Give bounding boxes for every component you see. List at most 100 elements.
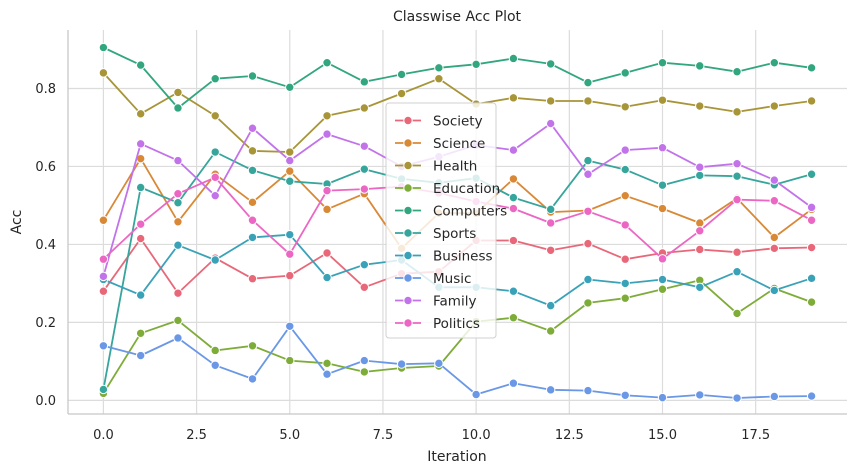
legend-marker (403, 160, 413, 171)
data-point-sports (657, 180, 668, 190)
data-point-music (732, 393, 742, 403)
legend-box (385, 102, 497, 339)
data-point-family (695, 162, 705, 172)
data-point-politics (657, 254, 668, 264)
data-point-music (359, 355, 370, 366)
data-point-family (135, 139, 146, 149)
data-point-computers (285, 82, 295, 93)
data-point-sports (583, 155, 593, 166)
data-point-education (620, 293, 630, 303)
data-point-education (173, 315, 183, 326)
data-point-politics (545, 218, 556, 228)
data-point-society (98, 286, 109, 296)
x-tick-label: 7.5 (373, 428, 394, 443)
legend-label: Computers (433, 204, 507, 220)
data-point-politics (769, 196, 780, 206)
series-music (98, 321, 817, 403)
data-point-politics (285, 249, 295, 259)
series-line-computers (103, 46, 812, 109)
y-tick-label: 0.6 (35, 160, 56, 175)
data-point-computers (359, 77, 370, 87)
data-point-business (322, 272, 332, 283)
data-point-science (657, 203, 668, 214)
x-tick-label: 12.5 (555, 428, 584, 443)
legend-entry-science: Science (395, 136, 485, 152)
y-axis-title: Acc (9, 210, 25, 235)
data-point-computers (620, 68, 630, 78)
x-tick-label: 10.0 (462, 428, 491, 443)
legend-entry-health: Health (395, 159, 477, 175)
data-point-education (210, 345, 220, 356)
data-point-health (545, 96, 556, 106)
data-point-politics (98, 254, 109, 264)
legend-entry-sports: Sports (395, 226, 476, 242)
legend-entry-society: Society (395, 114, 483, 130)
data-point-family (732, 159, 742, 169)
legend-marker (403, 205, 413, 216)
data-point-music (322, 369, 332, 379)
data-point-family (508, 145, 519, 155)
data-point-politics (173, 189, 183, 199)
data-point-health (396, 88, 407, 99)
y-tick-label: 0.4 (35, 238, 56, 253)
data-point-computers (396, 69, 407, 80)
legend-entry-computers: Computers (395, 204, 507, 220)
legend-label: Politics (433, 316, 480, 332)
data-point-science (173, 217, 183, 227)
data-point-business (210, 255, 220, 265)
data-point-society (135, 233, 146, 244)
axes-spines (67, 30, 847, 415)
data-point-politics (583, 206, 593, 216)
data-point-music (396, 359, 407, 369)
data-point-society (769, 243, 780, 254)
data-point-computers (769, 58, 780, 68)
data-point-sports (135, 182, 146, 193)
data-point-society (285, 270, 295, 281)
data-point-health (247, 146, 258, 156)
series-lines (98, 42, 817, 403)
x-tick-label: 17.5 (741, 428, 770, 443)
y-tick-labels: 0.0 0.2 0.4 0.6 0.8 (35, 82, 56, 409)
data-point-health (98, 68, 109, 78)
x-axis-title: Iteration (427, 449, 486, 465)
legend-label: Society (433, 114, 483, 130)
data-point-health (806, 96, 817, 106)
data-point-computers (695, 61, 705, 71)
data-point-society (732, 247, 742, 257)
data-point-music (135, 350, 146, 361)
data-point-sports (695, 170, 705, 181)
series-line-music (103, 325, 812, 399)
legend-marker (403, 115, 413, 126)
data-point-science (322, 204, 332, 215)
data-point-computers (210, 74, 220, 84)
series-line-health (102, 72, 812, 153)
data-point-family (583, 169, 593, 179)
data-point-society (620, 254, 630, 264)
data-point-music (471, 389, 481, 400)
data-point-family (769, 175, 780, 185)
data-point-family (247, 123, 258, 133)
data-point-education (732, 308, 742, 319)
data-point-business (359, 259, 370, 270)
data-point-politics (247, 215, 258, 225)
data-point-computers (657, 58, 668, 68)
data-point-health (210, 111, 220, 121)
legend-label: Family (433, 294, 476, 310)
x-tick-label: 5.0 (279, 428, 300, 443)
data-point-society (806, 242, 817, 253)
data-point-health (359, 103, 370, 113)
legend-marker (403, 183, 413, 193)
legend-label: Business (433, 249, 493, 265)
data-point-sports (620, 164, 630, 175)
data-point-business (583, 274, 593, 285)
data-point-health (173, 87, 183, 98)
data-point-health (732, 107, 742, 117)
data-point-business (620, 278, 630, 289)
legend-marker (403, 228, 413, 238)
data-point-health (583, 96, 593, 106)
data-point-science (98, 215, 109, 225)
data-point-computers (173, 103, 183, 113)
data-point-sports (285, 176, 295, 186)
data-point-music (769, 391, 780, 402)
data-point-business (173, 240, 183, 250)
